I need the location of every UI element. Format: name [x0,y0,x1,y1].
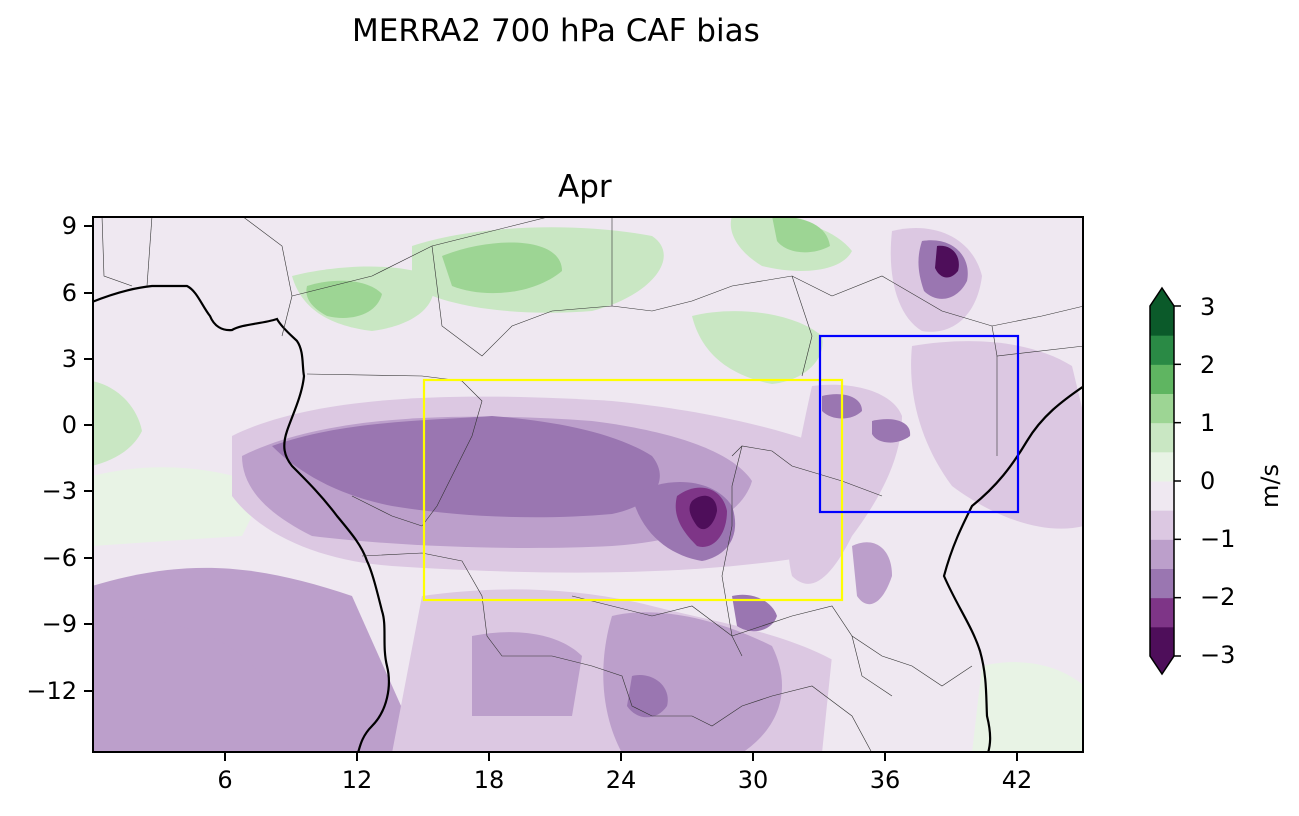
x-tick-label: 12 [341,766,373,794]
y-tick-label: −6 [41,544,77,572]
colorbar-segment [1150,568,1174,599]
colorbar-segment [1150,422,1174,453]
coastline-east [942,385,1084,753]
panel-title: Apr [558,169,612,205]
x-tick-label: 6 [217,766,233,794]
x-tick-label: 36 [869,766,901,794]
figure-title: MERRA2 700 hPa CAF bias [352,13,760,49]
colorbar-extend-max [1150,288,1174,306]
region-box-yellow [422,378,844,602]
colorbar-extend-min [1150,656,1174,674]
y-tick-label: 0 [61,411,77,439]
colorbar-segment [1150,335,1174,365]
y-tick-label: −3 [41,477,77,505]
colorbar-tick-label: 1 [1200,409,1216,437]
y-tick-label: 6 [61,279,77,307]
colorbar [1149,286,1181,676]
colorbar-segment [1150,393,1174,424]
bias-map [92,216,1084,753]
region-box-blue [818,334,1020,514]
colorbar-segment [1150,626,1174,657]
colorbar-segment [1150,451,1174,482]
x-tick-label: 18 [473,766,505,794]
colorbar-segment [1150,539,1174,569]
colorbar-segment [1150,306,1174,336]
colorbar-segment [1150,510,1174,540]
bias-area-congo-dark [272,416,660,518]
y-tick-label: −12 [26,677,77,705]
colorbar-segment [1150,364,1174,394]
colorbar-tick-label: −2 [1200,583,1236,611]
coastline-west [92,284,390,753]
colorbar-tick-label: 3 [1200,293,1216,321]
x-tick-label: 30 [737,766,769,794]
x-tick-label: 42 [1001,766,1033,794]
x-tick-label: 24 [605,766,637,794]
colorbar-tick-label: −1 [1200,525,1236,553]
y-tick-label: −9 [41,610,77,638]
colorbar-tick-label: −3 [1200,641,1236,669]
bias-area-gulf-green [92,381,142,466]
colorbar-segment [1150,481,1174,511]
y-tick-label: 9 [61,212,77,240]
colorbar-tick-label: 2 [1200,351,1216,379]
map-plot-area [92,216,1084,753]
colorbar-tick-label: 0 [1200,467,1216,495]
colorbar-unit-label: m/s [1256,464,1284,508]
colorbar-segment [1150,597,1174,628]
y-tick-label: 3 [61,345,77,373]
